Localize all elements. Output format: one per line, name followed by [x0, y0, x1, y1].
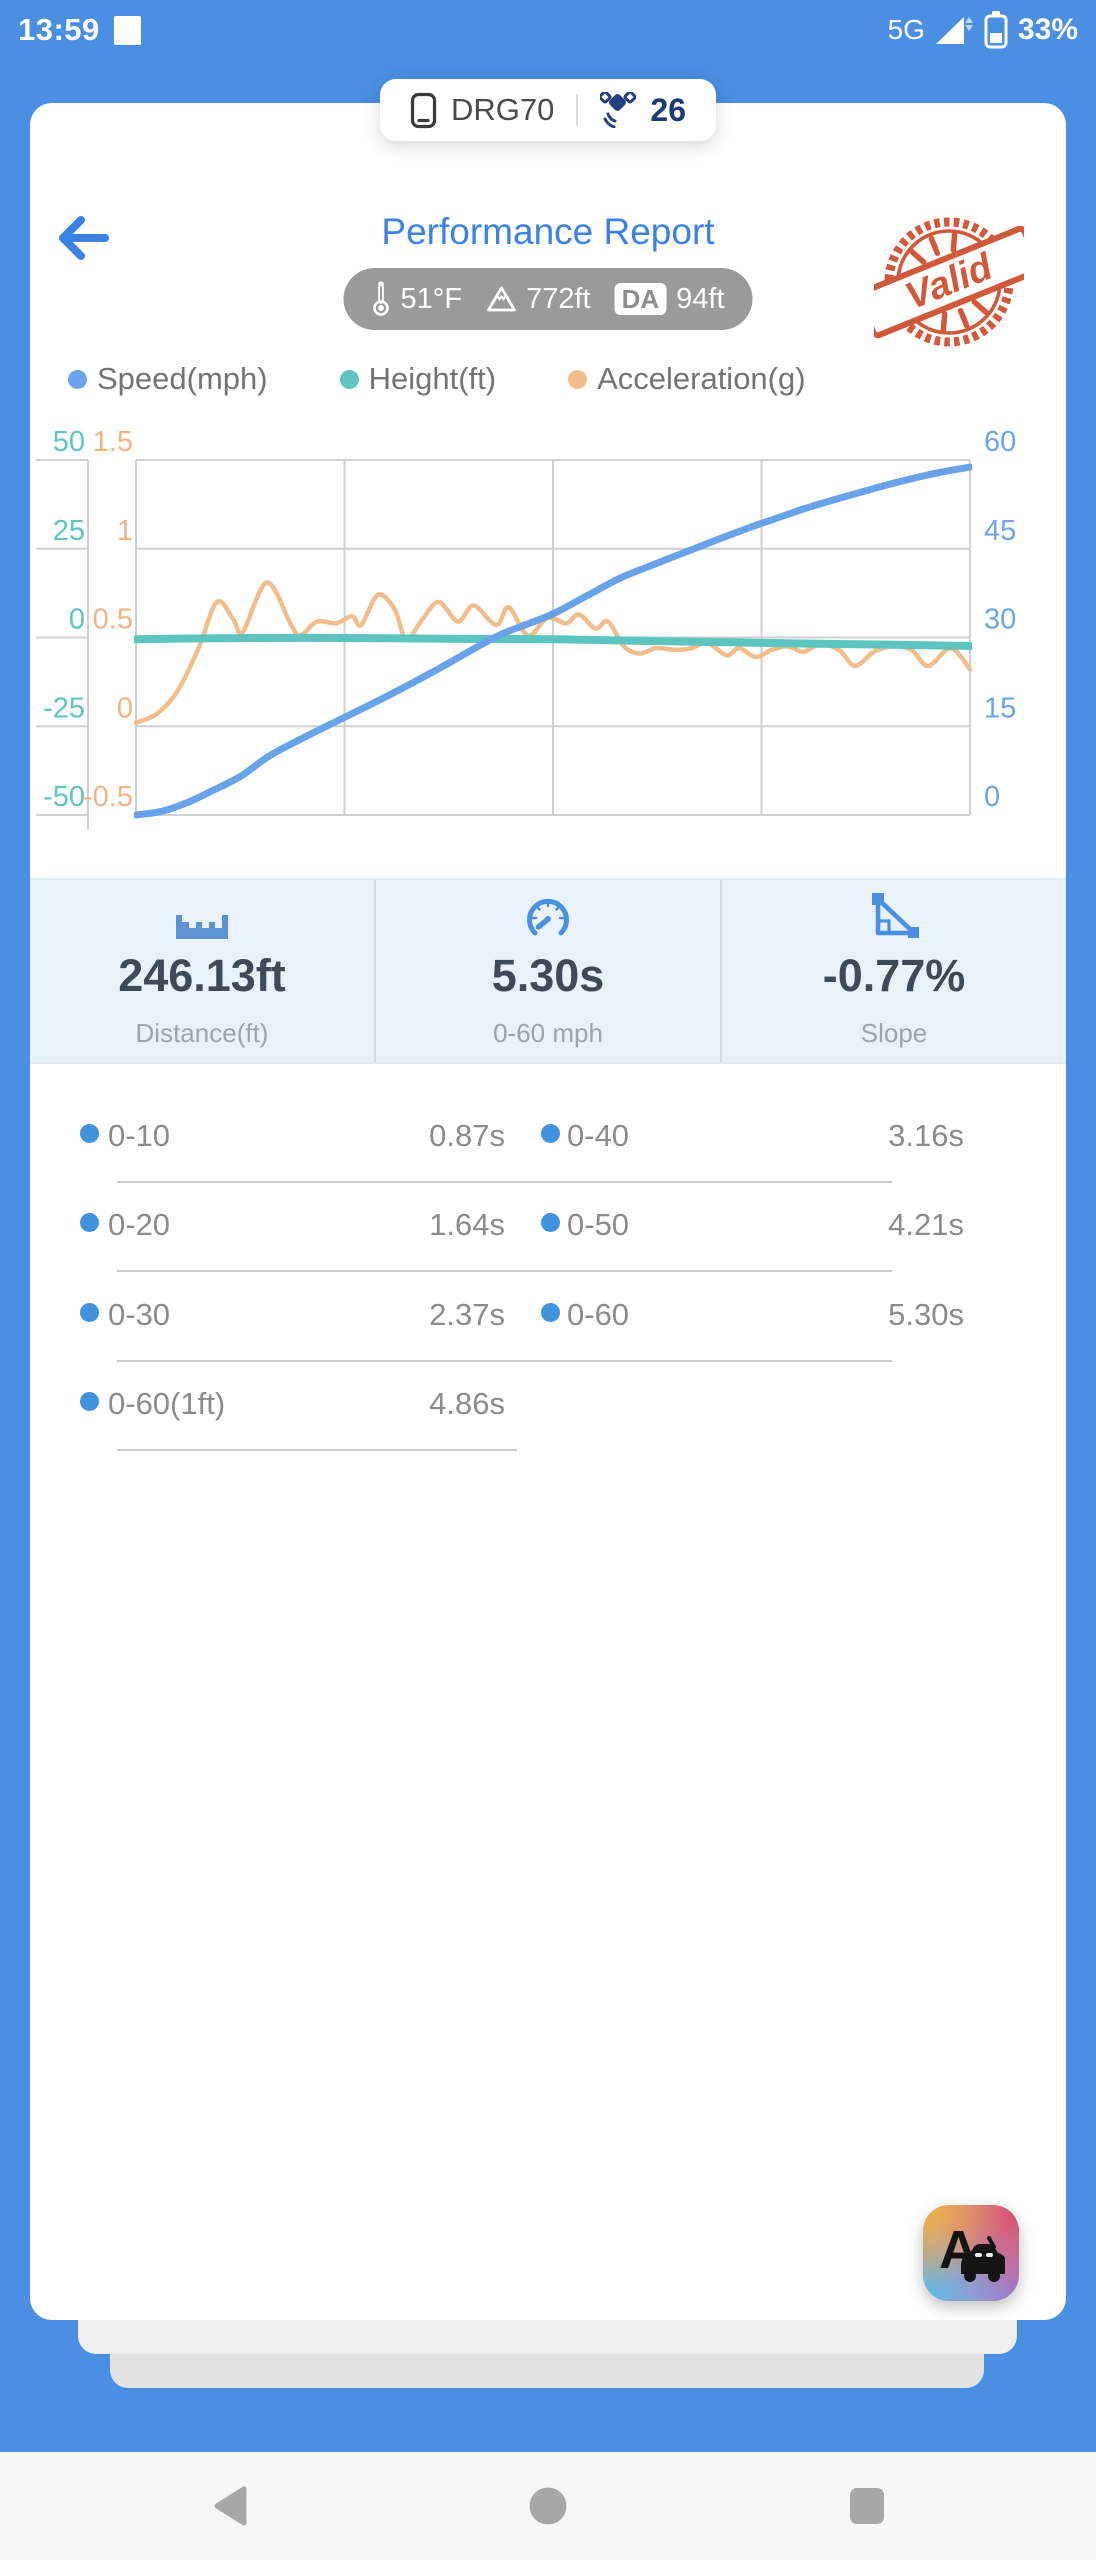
- notification-square-icon: [113, 15, 141, 45]
- ai-car-icon: A: [939, 2220, 1005, 2282]
- row-divider: [117, 1449, 517, 1451]
- status-bar: 13:59 5G 33%: [0, 0, 1096, 60]
- performance-chart[interactable]: 50 25 0 -25 -50 1.5 1 0.5 0 -0.5 60 45 30 15 0: [30, 413, 1066, 873]
- battery-icon: [984, 11, 1008, 49]
- svg-text:0: 0: [69, 604, 85, 636]
- svg-text:25: 25: [53, 515, 85, 547]
- svg-text:0: 0: [117, 692, 133, 724]
- distance-value: 246.13ft: [118, 949, 286, 1001]
- stacked-sheet-1: [78, 2320, 1017, 2354]
- nav-home-icon[interactable]: [527, 2485, 569, 2527]
- svg-text:45: 45: [984, 515, 1016, 547]
- legend-item-acceleration: Acceleration(g): [568, 361, 806, 397]
- bullet-icon: [541, 1213, 560, 1232]
- phone-icon: [410, 92, 437, 128]
- device-pill[interactable]: DRG70 26: [380, 79, 716, 141]
- acceleration-dot-icon: [568, 369, 588, 389]
- zero-to-sixty-value: 5.30s: [491, 949, 605, 1001]
- svg-text:1: 1: [117, 515, 133, 547]
- time-split-row: 0-60(1ft) 4.86s: [30, 1362, 1066, 1451]
- svg-text:60: 60: [984, 426, 1016, 458]
- bullet-icon: [541, 1303, 560, 1322]
- svg-text:0.5: 0.5: [93, 604, 133, 636]
- thermometer-icon: [373, 281, 389, 316]
- svg-text:15: 15: [984, 692, 1016, 724]
- time-split-row: 0-30 2.37s 0-60 5.30s: [30, 1273, 1066, 1362]
- bullet-icon: [80, 1213, 99, 1232]
- slope-label: Slope: [860, 1017, 928, 1048]
- bullet-icon: [541, 1124, 560, 1143]
- svg-text:-50: -50: [43, 781, 85, 813]
- report-card: Performance Report 51°F 772ft DA 94ft: [30, 103, 1066, 2320]
- time-split-row: 0-10 0.87s 0-40 3.16s: [30, 1094, 1066, 1183]
- svg-text:0: 0: [984, 781, 1000, 813]
- android-nav-bar: [0, 2452, 1096, 2560]
- legend-item-height: Height(ft): [339, 361, 496, 397]
- clock: 13:59: [18, 12, 100, 47]
- page-title: Performance Report: [381, 211, 715, 252]
- time-split-row: 0-20 1.64s 0-50 4.21s: [30, 1183, 1066, 1272]
- height-dot-icon: [339, 369, 359, 389]
- altitude-value: 772ft: [526, 282, 591, 315]
- svg-text:30: 30: [984, 604, 1016, 636]
- bullet-icon: [80, 1303, 99, 1322]
- distance-label: Distance(ft): [135, 1017, 269, 1048]
- signal-strength-icon: [935, 17, 973, 44]
- battery-percent: 33%: [1017, 13, 1078, 46]
- temperature-value: 51°F: [400, 282, 463, 315]
- satellite-icon: [600, 92, 637, 128]
- row-divider: [117, 1270, 892, 1272]
- slope-icon: [869, 892, 919, 940]
- svg-text:1.5: 1.5: [93, 426, 133, 458]
- ai-assistant-button[interactable]: A: [923, 2205, 1019, 2301]
- da-badge: DA: [614, 283, 667, 315]
- zero-to-sixty-label: 0-60 mph: [493, 1017, 603, 1048]
- svg-text:-0.5: -0.5: [83, 781, 133, 813]
- device-name: DRG70: [451, 92, 555, 127]
- bullet-icon: [80, 1392, 99, 1411]
- row-divider: [117, 1360, 892, 1362]
- slope-value: -0.77%: [822, 949, 966, 1001]
- mountain-icon: [486, 286, 516, 312]
- network-type: 5G: [887, 14, 925, 45]
- legend-item-speed: Speed(mph): [68, 361, 268, 397]
- stat-zero-to-sixty: 5.30s 0-60 mph: [374, 880, 720, 1062]
- svg-text:-25: -25: [43, 692, 85, 724]
- nav-recents-icon[interactable]: [848, 2486, 886, 2526]
- ruler-icon: [174, 894, 230, 940]
- bullet-icon: [80, 1124, 99, 1143]
- back-arrow-icon[interactable]: [55, 215, 111, 261]
- row-divider: [117, 1181, 892, 1183]
- stat-distance: 246.13ft Distance(ft): [30, 880, 374, 1062]
- stacked-sheet-2: [110, 2354, 984, 2388]
- svg-text:50: 50: [53, 426, 85, 458]
- stats-row: 246.13ft Distance(ft): [30, 878, 1066, 1064]
- stat-slope: -0.77% Slope: [720, 880, 1066, 1062]
- speedometer-icon: [523, 894, 573, 940]
- speed-dot-icon: [68, 369, 87, 389]
- density-altitude-value: 94ft: [676, 282, 725, 315]
- nav-back-icon[interactable]: [211, 2484, 251, 2528]
- valid-stamp: Valid: [874, 217, 1024, 347]
- satellite-count: 26: [650, 91, 686, 128]
- pill-divider: [576, 94, 579, 126]
- weather-pill: 51°F 772ft DA 94ft: [343, 268, 753, 330]
- chart-legend: Speed(mph) Height(ft) Acceleration(g): [68, 361, 806, 397]
